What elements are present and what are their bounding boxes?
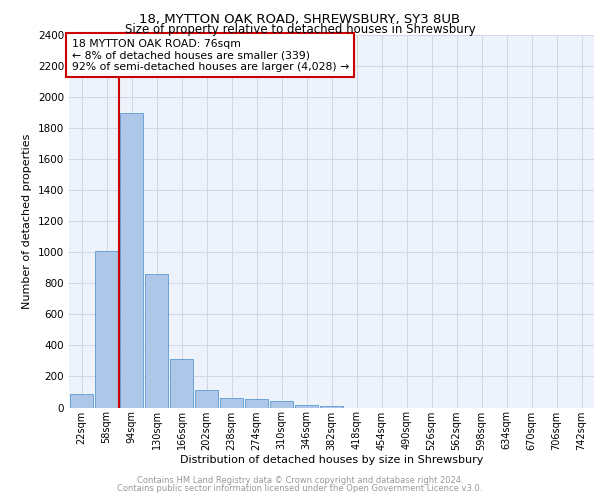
Bar [220, 398, 243, 407]
Bar [70, 394, 93, 407]
Y-axis label: Number of detached properties: Number of detached properties [22, 134, 32, 309]
Text: 18, MYTTON OAK ROAD, SHREWSBURY, SY3 8UB: 18, MYTTON OAK ROAD, SHREWSBURY, SY3 8UB [139, 12, 461, 26]
Bar [195, 390, 218, 407]
Text: Contains public sector information licensed under the Open Government Licence v3: Contains public sector information licen… [118, 484, 482, 493]
Bar [145, 274, 168, 407]
Bar [95, 250, 118, 408]
Text: Size of property relative to detached houses in Shrewsbury: Size of property relative to detached ho… [125, 22, 475, 36]
Bar [245, 399, 268, 407]
Bar [320, 406, 343, 407]
Bar [170, 358, 193, 408]
Bar [295, 404, 318, 407]
Bar [120, 112, 143, 408]
Text: 18 MYTTON OAK ROAD: 76sqm
← 8% of detached houses are smaller (339)
92% of semi-: 18 MYTTON OAK ROAD: 76sqm ← 8% of detach… [71, 38, 349, 72]
Text: Contains HM Land Registry data © Crown copyright and database right 2024.: Contains HM Land Registry data © Crown c… [137, 476, 463, 485]
Bar [270, 402, 293, 407]
X-axis label: Distribution of detached houses by size in Shrewsbury: Distribution of detached houses by size … [180, 455, 483, 465]
